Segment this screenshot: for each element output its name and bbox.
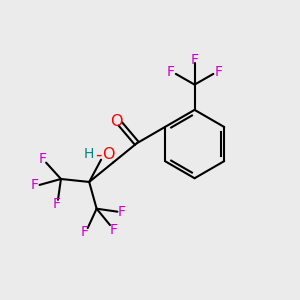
Text: -: - bbox=[95, 145, 102, 163]
Text: O: O bbox=[110, 113, 122, 128]
Text: O: O bbox=[102, 147, 115, 162]
Text: H: H bbox=[83, 147, 94, 161]
Text: F: F bbox=[110, 223, 118, 236]
Text: F: F bbox=[215, 65, 223, 80]
Text: F: F bbox=[30, 178, 38, 192]
Text: F: F bbox=[190, 52, 199, 67]
Text: F: F bbox=[118, 205, 126, 219]
Text: F: F bbox=[80, 226, 88, 239]
Text: F: F bbox=[52, 197, 61, 211]
Text: F: F bbox=[38, 152, 46, 166]
Text: F: F bbox=[167, 65, 175, 80]
